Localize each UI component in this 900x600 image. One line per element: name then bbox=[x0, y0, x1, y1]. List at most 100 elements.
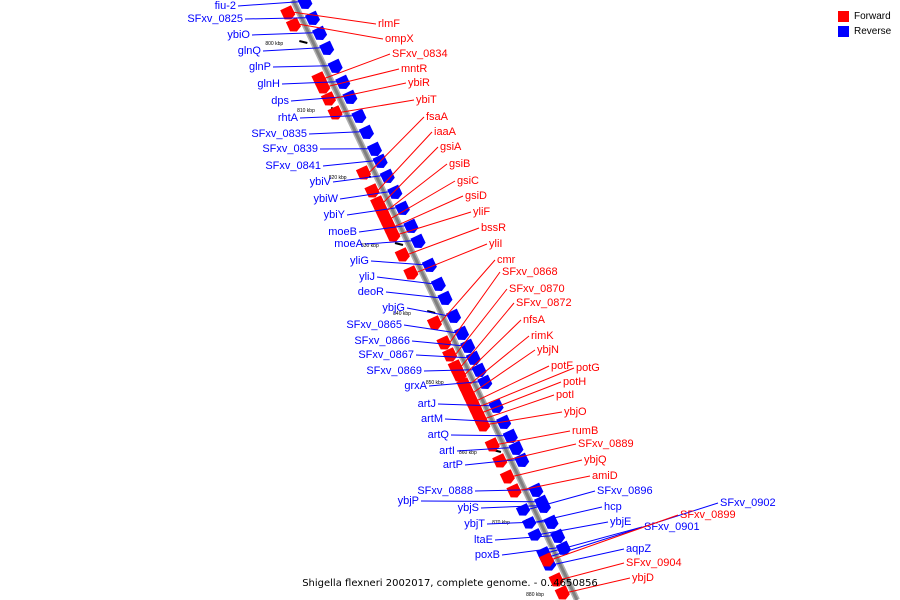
gene-sfxv-0901[interactable]: SFxv_0901 bbox=[549, 521, 700, 553]
gene-label: potH bbox=[563, 376, 586, 388]
gene-ylii[interactable]: yliI bbox=[416, 238, 503, 273]
gene-deor[interactable]: deoR bbox=[358, 286, 440, 299]
gene-connector bbox=[562, 562, 625, 580]
gene-poti[interactable]: potI bbox=[485, 389, 574, 419]
gene-feature bbox=[366, 141, 382, 156]
gene-ylij[interactable]: yliJ bbox=[359, 271, 433, 285]
gene-ybjs[interactable]: ybjS bbox=[458, 502, 538, 514]
gene-ybjo[interactable]: ybjO bbox=[488, 406, 587, 425]
gene-aqpz[interactable]: aqpZ bbox=[554, 543, 651, 565]
gene-gsib[interactable]: gsiB bbox=[387, 158, 470, 211]
gene-sfxv-0865[interactable]: SFxv_0865 bbox=[346, 319, 456, 334]
gene-poxb[interactable]: poxB bbox=[475, 547, 558, 561]
gene-ybjp[interactable]: ybjP bbox=[398, 495, 536, 507]
gene-connector bbox=[519, 475, 591, 491]
gene-artm[interactable]: artM bbox=[421, 413, 498, 425]
gene-amid[interactable]: amiD bbox=[519, 470, 618, 491]
gene-sfxv-0904[interactable]: SFxv_0904 bbox=[562, 557, 682, 580]
gene-sfxv-0866[interactable]: SFxv_0866 bbox=[354, 335, 462, 347]
gene-gsid[interactable]: gsiD bbox=[394, 190, 487, 227]
gene-arti[interactable]: artI bbox=[439, 445, 511, 457]
gene-artp[interactable]: artP bbox=[443, 459, 516, 471]
gene-sfxv-0839[interactable]: SFxv_0839 bbox=[262, 143, 369, 155]
gene-rhta[interactable]: rhtA bbox=[278, 112, 353, 124]
gene-glnq[interactable]: glnQ bbox=[238, 45, 321, 57]
gene-rumb[interactable]: rumB bbox=[498, 425, 598, 445]
gene-sfxv-0869[interactable]: SFxv_0869 bbox=[366, 365, 474, 377]
gene-grxa[interactable]: grxA bbox=[404, 380, 479, 392]
gene-ybjd[interactable]: ybjD bbox=[568, 572, 654, 593]
gene-label: ybjO bbox=[564, 406, 587, 418]
gene-sfxv-0870[interactable]: SFxv_0870 bbox=[455, 283, 565, 355]
gene-ybiw[interactable]: ybiW bbox=[314, 191, 389, 205]
gene-label: potF bbox=[551, 360, 573, 372]
gene-sfxv-0835[interactable]: SFxv_0835 bbox=[251, 128, 361, 140]
gene-sfxv-0896[interactable]: SFxv_0896 bbox=[528, 485, 653, 510]
gene-feature bbox=[460, 338, 476, 353]
gene-ybjn[interactable]: ybjN bbox=[473, 344, 559, 393]
gene-moea[interactable]: moeA bbox=[334, 238, 413, 250]
gene-connector bbox=[385, 291, 440, 299]
gene-potf[interactable]: potF bbox=[477, 360, 573, 401]
gene-potg[interactable]: potG bbox=[480, 362, 600, 407]
gene-label: artJ bbox=[418, 398, 436, 410]
gene-label: SFxv_0825 bbox=[187, 13, 243, 25]
gene-fsaa[interactable]: fsaA bbox=[369, 111, 449, 173]
gene-ybjq[interactable]: ybjQ bbox=[513, 454, 607, 477]
gene-glnh[interactable]: glnH bbox=[257, 78, 337, 90]
gene-artq[interactable]: artQ bbox=[428, 429, 505, 441]
gene-label: potI bbox=[556, 389, 574, 401]
gene-label: SFxv_0904 bbox=[626, 557, 682, 569]
gene-fiu-2[interactable]: fiu-2 bbox=[215, 0, 299, 12]
gene-ylig[interactable]: yliG bbox=[350, 255, 424, 267]
gene-label: SFxv_0869 bbox=[366, 365, 422, 377]
gene-label: rumB bbox=[572, 425, 598, 437]
gene-label: SFxv_0888 bbox=[417, 485, 473, 497]
gene-sfxv-0834[interactable]: SFxv_0834 bbox=[324, 48, 448, 79]
gene-feature bbox=[451, 367, 467, 382]
gene-connector bbox=[505, 443, 577, 461]
gene-ylif[interactable]: yliF bbox=[398, 206, 491, 235]
gene-ompx[interactable]: ompX bbox=[299, 23, 414, 45]
gene-mntr[interactable]: mntR bbox=[328, 63, 428, 87]
gene-sfxv-0872[interactable]: SFxv_0872 bbox=[460, 297, 572, 367]
gene-connector bbox=[449, 271, 501, 343]
gene-hcp[interactable]: hcp bbox=[535, 501, 622, 523]
gene-feature bbox=[554, 585, 570, 600]
gene-label: yliJ bbox=[359, 271, 375, 283]
gene-rlmf[interactable]: rlmF bbox=[293, 11, 401, 30]
gene-rimk[interactable]: rimK bbox=[469, 330, 554, 385]
gene-sfxv-0841[interactable]: SFxv_0841 bbox=[265, 160, 375, 172]
gene-gsia[interactable]: gsiA bbox=[383, 141, 462, 203]
gene-gsic[interactable]: gsiC bbox=[391, 175, 479, 219]
gene-nfsa[interactable]: nfsA bbox=[464, 314, 546, 375]
gene-connector bbox=[480, 505, 538, 509]
gene-sfxv-0899[interactable]: SFxv_0899 bbox=[552, 509, 736, 560]
gene-sfxv-0825[interactable]: SFxv_0825 bbox=[187, 13, 307, 25]
gene-sfxv-0867[interactable]: SFxv_0867 bbox=[358, 349, 468, 361]
gene-ybio[interactable]: ybiO bbox=[227, 29, 314, 41]
gene-ybir[interactable]: ybiR bbox=[334, 77, 430, 99]
gene-ybje[interactable]: ybjE bbox=[540, 516, 632, 535]
gene-iaaa[interactable]: iaaA bbox=[377, 126, 457, 191]
gene-label: bssR bbox=[481, 222, 506, 234]
gene-label: SFxv_0899 bbox=[680, 509, 736, 521]
gene-sfxv-0902[interactable]: SFxv_0902 bbox=[551, 497, 776, 557]
gene-moeb[interactable]: moeB bbox=[328, 225, 405, 238]
gene-dps[interactable]: dps bbox=[271, 95, 344, 107]
gene-feature bbox=[297, 0, 313, 9]
gene-label: ybjS bbox=[458, 502, 479, 514]
gene-bssr[interactable]: bssR bbox=[408, 222, 506, 255]
gene-sfxv-0889[interactable]: SFxv_0889 bbox=[505, 438, 634, 461]
gene-ltae[interactable]: ltaE bbox=[474, 534, 552, 546]
gene-feature bbox=[548, 572, 564, 587]
gene-glnp[interactable]: glnP bbox=[249, 61, 330, 73]
gene-sfxv-0868[interactable]: SFxv_0868 bbox=[449, 266, 558, 343]
gene-ybjg[interactable]: ybjG bbox=[382, 302, 448, 317]
gene-ybiv[interactable]: ybiV bbox=[310, 175, 382, 188]
gene-label: moeA bbox=[334, 238, 363, 250]
gene-poth[interactable]: potH bbox=[482, 376, 586, 413]
gene-cmr[interactable]: cmr bbox=[440, 254, 516, 323]
gene-ybit[interactable]: ybiT bbox=[340, 94, 437, 113]
gene-ybiy[interactable]: ybiY bbox=[324, 207, 397, 221]
